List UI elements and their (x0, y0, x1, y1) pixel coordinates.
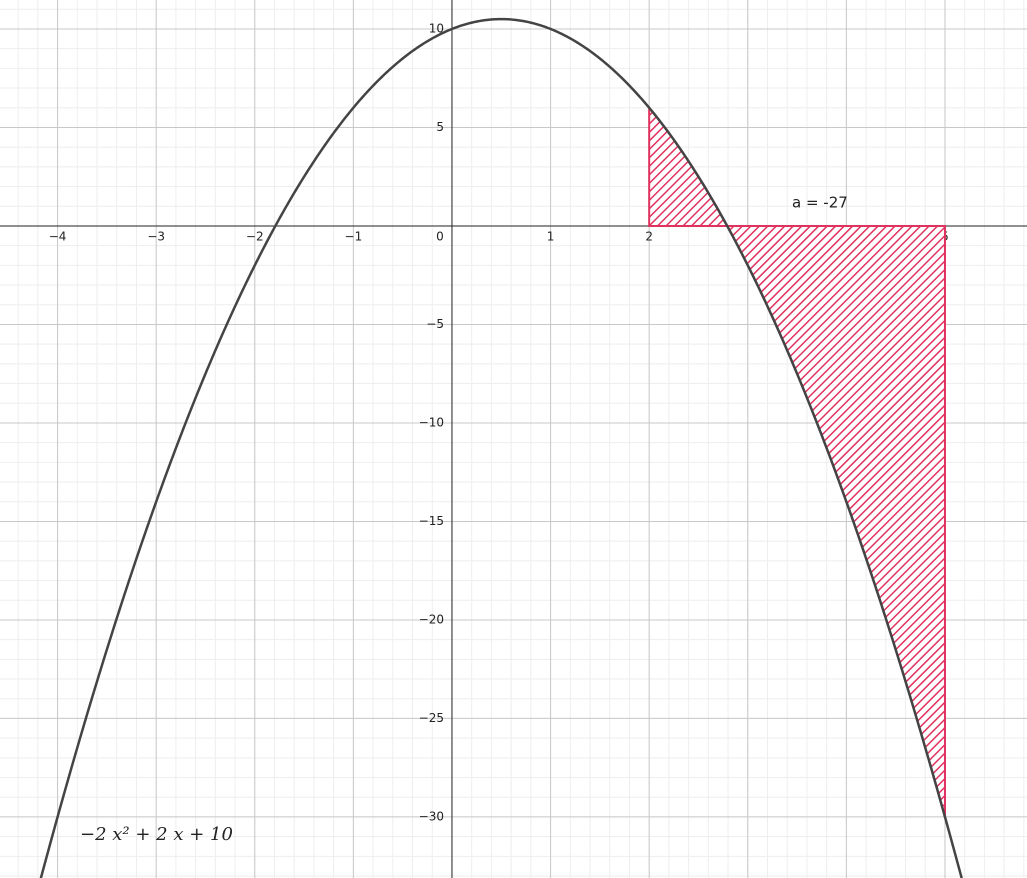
y-tick-label: −25 (419, 711, 444, 725)
y-tick-label: −10 (419, 415, 444, 429)
x-tick-label: 0 (436, 229, 444, 243)
y-tick-label: 5 (436, 120, 444, 134)
x-tick-label: −2 (246, 229, 264, 243)
x-tick-label: −3 (147, 229, 165, 243)
x-tick-label: 2 (645, 229, 653, 243)
x-tick-label: 1 (547, 229, 555, 243)
y-tick-label: −15 (419, 514, 444, 528)
y-tick-label: 10 (429, 21, 444, 35)
y-tick-label: −5 (426, 317, 444, 331)
y-tick-label: −20 (419, 612, 444, 626)
x-tick-label: −1 (345, 229, 363, 243)
function-label: −2 x² + 2 x + 10 (80, 824, 233, 845)
y-tick-label: −30 (419, 809, 444, 823)
area-label: a = -27 (792, 194, 848, 212)
function-curve (39, 17, 963, 878)
x-tick-label: −4 (49, 229, 67, 243)
